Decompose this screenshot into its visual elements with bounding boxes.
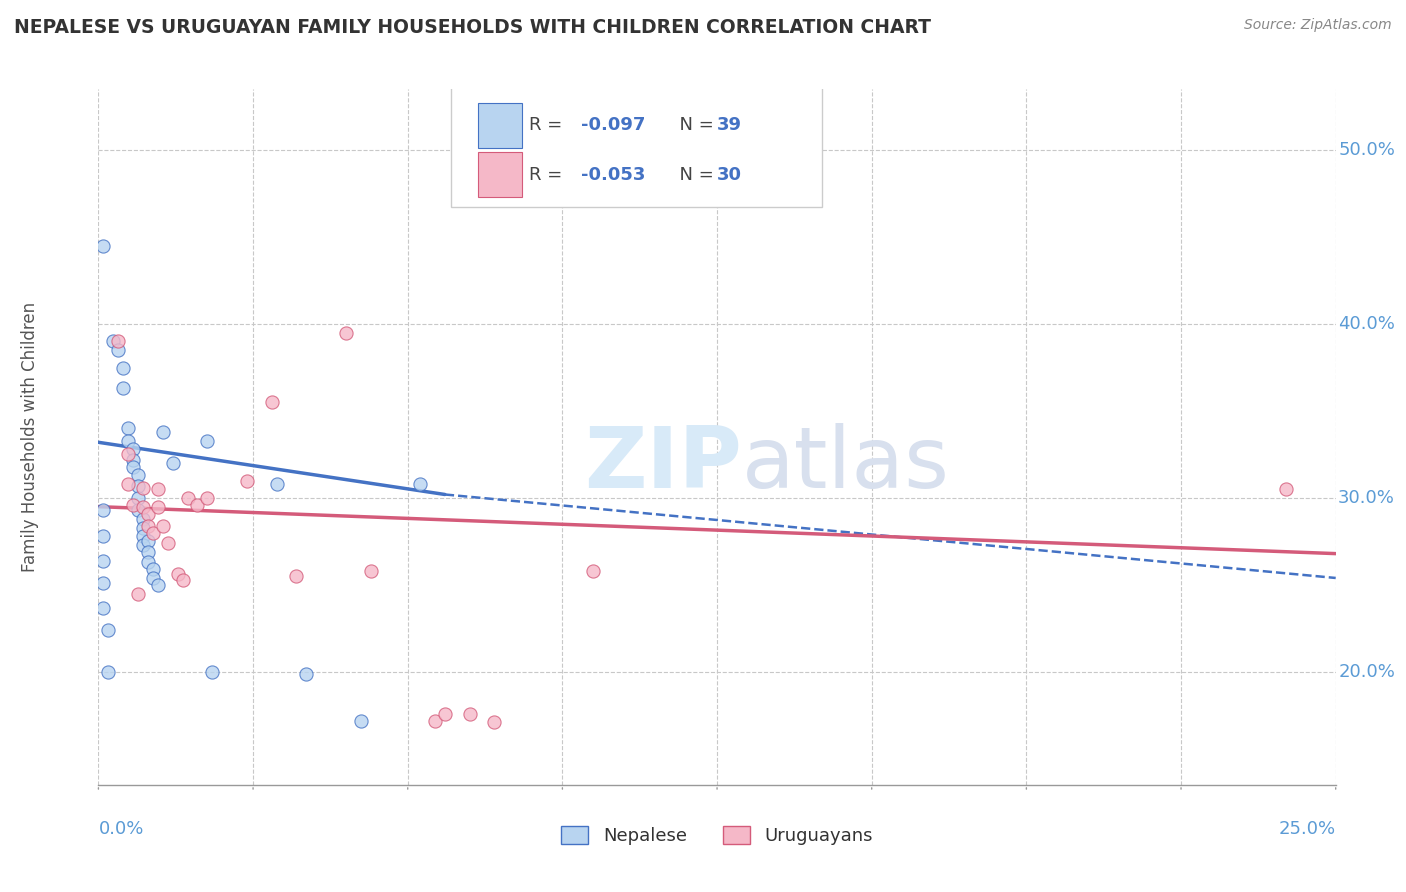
Text: 30: 30 [717, 166, 742, 184]
Text: 50.0%: 50.0% [1339, 141, 1395, 159]
Point [260, 395, 283, 409]
FancyBboxPatch shape [478, 103, 522, 148]
Point [458, 706, 481, 721]
Text: R =: R = [529, 116, 568, 135]
Text: 0.0%: 0.0% [98, 820, 143, 838]
Point [146, 578, 169, 592]
Point [132, 500, 155, 514]
Text: 30.0%: 30.0% [1339, 489, 1395, 507]
Point [122, 459, 145, 474]
Point [172, 573, 194, 587]
Point [142, 562, 165, 576]
Text: 25.0%: 25.0% [1278, 820, 1336, 838]
Point [285, 569, 308, 583]
Point [142, 525, 165, 540]
Point [166, 567, 188, 582]
Point [97, 623, 120, 637]
Point [136, 518, 159, 533]
Point [335, 326, 357, 340]
Point [117, 434, 139, 448]
Point [156, 536, 179, 550]
Point [132, 512, 155, 526]
Point [103, 334, 125, 349]
Point [146, 500, 169, 514]
Text: -0.097: -0.097 [581, 116, 645, 135]
Point [136, 534, 159, 549]
Text: NEPALESE VS URUGUAYAN FAMILY HOUSEHOLDS WITH CHILDREN CORRELATION CHART: NEPALESE VS URUGUAYAN FAMILY HOUSEHOLDS … [14, 18, 931, 37]
Point [295, 666, 318, 681]
Point [112, 360, 135, 375]
Point [186, 498, 208, 512]
Point [122, 442, 145, 457]
Text: 39: 39 [717, 116, 742, 135]
Text: 40.0%: 40.0% [1339, 315, 1395, 333]
Point [1275, 482, 1298, 496]
Text: Source: ZipAtlas.com: Source: ZipAtlas.com [1244, 18, 1392, 32]
Point [93, 600, 115, 615]
Point [112, 381, 135, 395]
Point [93, 529, 115, 543]
Point [117, 421, 139, 435]
Point [236, 474, 259, 488]
Point [97, 665, 120, 679]
Point [93, 576, 115, 591]
Point [132, 538, 155, 552]
Point [409, 477, 432, 491]
Point [127, 479, 149, 493]
Point [360, 564, 382, 578]
Point [122, 452, 145, 467]
Point [350, 714, 373, 728]
Point [117, 477, 139, 491]
Text: atlas: atlas [742, 424, 950, 507]
Point [136, 507, 159, 521]
Point [201, 665, 224, 679]
Point [433, 706, 456, 721]
Legend: Nepalese, Uruguayans: Nepalese, Uruguayans [554, 819, 880, 853]
Point [146, 482, 169, 496]
Point [582, 564, 605, 578]
Point [122, 498, 145, 512]
Point [176, 491, 198, 505]
Point [484, 715, 506, 730]
Point [423, 714, 446, 728]
Point [93, 553, 115, 567]
FancyBboxPatch shape [451, 86, 823, 208]
Point [132, 481, 155, 495]
Point [136, 555, 159, 569]
Text: 20.0%: 20.0% [1339, 663, 1395, 681]
Point [93, 238, 115, 252]
Text: N =: N = [668, 166, 718, 184]
Point [266, 477, 288, 491]
Point [195, 434, 218, 448]
Point [127, 503, 149, 517]
Text: R =: R = [529, 166, 568, 184]
Point [127, 491, 149, 505]
Point [136, 545, 159, 559]
Point [107, 343, 129, 357]
Point [195, 491, 218, 505]
Point [117, 447, 139, 461]
Point [132, 529, 155, 543]
Point [142, 571, 165, 585]
FancyBboxPatch shape [478, 152, 522, 197]
Point [127, 468, 149, 483]
Text: Family Households with Children: Family Households with Children [21, 302, 39, 572]
Text: -0.053: -0.053 [581, 166, 645, 184]
Point [162, 456, 184, 470]
Text: ZIP: ZIP [583, 424, 742, 507]
Point [152, 518, 174, 533]
Point [93, 503, 115, 517]
Text: N =: N = [668, 116, 718, 135]
Point [132, 520, 155, 534]
Point [107, 334, 129, 349]
Point [127, 587, 149, 601]
Point [152, 425, 174, 439]
